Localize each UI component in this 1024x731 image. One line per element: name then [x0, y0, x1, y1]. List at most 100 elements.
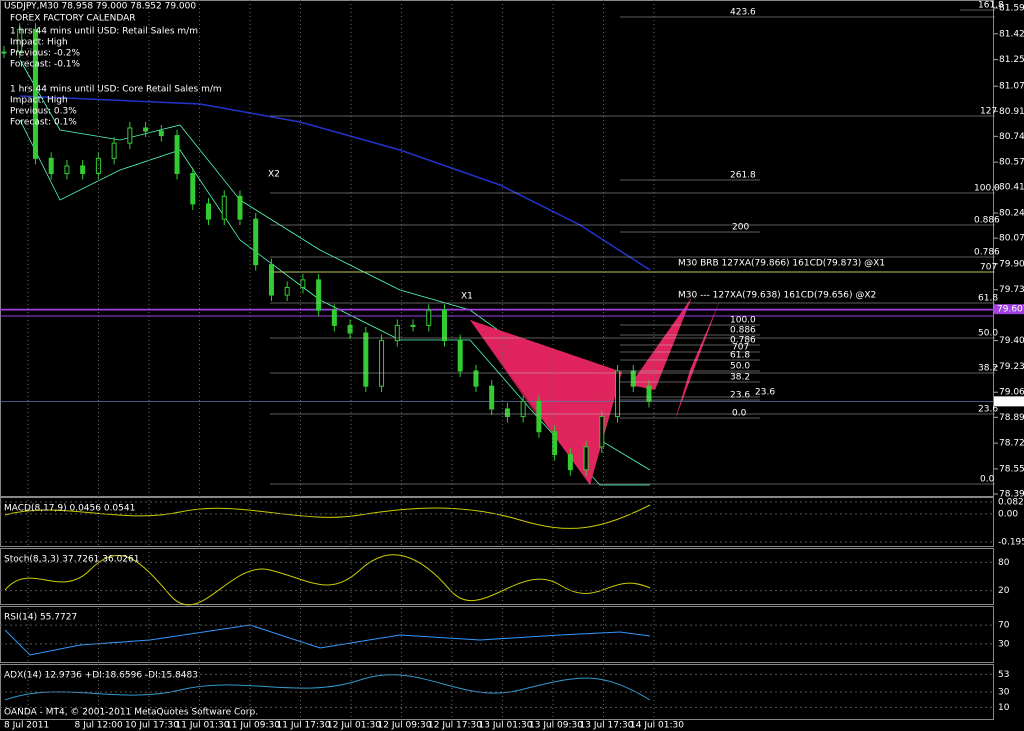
label: ADX(14) 12.9736 +DI:18.6596 -DI:15.8483	[4, 671, 198, 681]
label: M30 --- 127XA(79.638) 161CD(79.656) @X2	[678, 291, 876, 301]
label: 38.2	[978, 364, 998, 374]
candle	[95, 157, 101, 175]
candle	[473, 370, 479, 387]
label: 0.786	[974, 248, 1000, 258]
rsi-line	[4, 624, 651, 656]
label: 0.886	[974, 216, 1000, 226]
label: 50.0	[978, 329, 998, 339]
candle	[520, 400, 526, 418]
label: 14 Jul 01:30	[630, 721, 684, 731]
label: 423.6	[730, 8, 756, 18]
candle	[284, 286, 290, 296]
candle	[567, 454, 573, 471]
label: Impact: High	[10, 96, 68, 106]
candle	[410, 324, 416, 327]
candle	[615, 370, 621, 418]
label: 79.607	[997, 305, 1024, 315]
candle	[379, 340, 385, 387]
label: 30	[998, 688, 1010, 698]
candle	[441, 309, 447, 342]
candle	[190, 173, 196, 205]
label: Stoch(8,3,3) 37.7261 36.0261	[4, 555, 139, 565]
label: 13 Jul 01:30	[479, 721, 533, 731]
label: 79.230	[999, 362, 1024, 372]
label: 70	[998, 621, 1010, 631]
label: 78.555	[999, 464, 1024, 474]
label: 13 Jul 09:30	[529, 721, 583, 731]
label: 0.0	[980, 475, 995, 485]
macd-signal	[4, 504, 651, 529]
label: 80.575	[999, 158, 1024, 168]
label: MACD(8,17,9) 0.0456 0.0541	[4, 504, 135, 514]
label: 200	[732, 223, 749, 233]
candle	[347, 324, 353, 334]
label: 100.0	[974, 184, 1000, 194]
label: X1	[461, 292, 473, 302]
candle	[363, 332, 369, 387]
label: Previous: -0.2%	[10, 49, 80, 59]
pattern-triangle	[470, 320, 618, 420]
label: 23.6	[978, 405, 998, 415]
label: 0.00	[998, 509, 1018, 519]
label: 79.905	[999, 259, 1024, 269]
label: 61.8	[730, 351, 750, 361]
candle	[32, 28, 38, 159]
candle	[17, 28, 23, 53]
label: 261.8	[730, 171, 756, 181]
candle	[80, 165, 86, 175]
label: Forecast: -0.1%	[10, 60, 81, 70]
candle	[426, 309, 432, 326]
label: Impact: High	[10, 38, 68, 48]
label: M30 BRB 127XA(79.866) 161CD(79.873) @X1	[678, 259, 885, 269]
candle	[48, 157, 54, 175]
label: 79.400	[999, 336, 1024, 346]
label: 8 Jul 12:00	[75, 721, 124, 731]
label: 80.240	[999, 209, 1024, 219]
stoch-line	[4, 554, 651, 606]
label: 707	[732, 343, 749, 353]
label: 12 Jul 17:30	[428, 721, 482, 731]
label: 0.786	[730, 336, 756, 346]
label: 11 Jul 01:30	[176, 721, 230, 731]
candle	[646, 385, 652, 402]
label: Forecast: 0.1%	[10, 118, 77, 128]
candle	[552, 431, 558, 456]
label: 13 Jul 17:30	[580, 721, 634, 731]
label: 0.0821	[998, 498, 1024, 508]
label: 53	[998, 670, 1009, 680]
label: 11 Jul 17:30	[277, 721, 331, 731]
label: 81.590	[999, 4, 1024, 14]
label: 80.745	[999, 132, 1024, 142]
label: 11 Jul 09:30	[226, 721, 280, 731]
candle	[268, 264, 274, 296]
label: 100.0	[730, 316, 756, 326]
candle	[331, 309, 337, 326]
label: 30	[998, 639, 1010, 649]
label: -0.195	[998, 538, 1024, 548]
candle	[237, 195, 243, 220]
candle	[394, 324, 400, 342]
label: 8 Jul 2011	[4, 721, 49, 731]
candle	[158, 130, 164, 137]
candle	[143, 127, 149, 132]
label: 23.6	[730, 391, 750, 401]
label: 127	[980, 107, 997, 117]
label: 80.410	[999, 183, 1024, 193]
candle	[316, 279, 322, 311]
candle	[174, 135, 180, 175]
pattern-projection	[630, 297, 692, 390]
label: 12 Jul 01:30	[327, 721, 381, 731]
label: 50.0	[730, 362, 750, 372]
label: 23.6	[755, 388, 775, 398]
label: 79.060	[999, 388, 1024, 398]
label: 78.390	[999, 490, 1024, 500]
candle	[504, 408, 510, 418]
label: 38.2	[730, 373, 750, 383]
label: RSI(14) 55.7727	[4, 613, 77, 623]
label: 0.0	[732, 409, 747, 419]
label: 78.725	[999, 439, 1024, 449]
candle	[599, 416, 605, 448]
label: 80.910	[999, 107, 1024, 117]
label: 81.250	[999, 55, 1024, 65]
adx-line	[4, 674, 651, 701]
